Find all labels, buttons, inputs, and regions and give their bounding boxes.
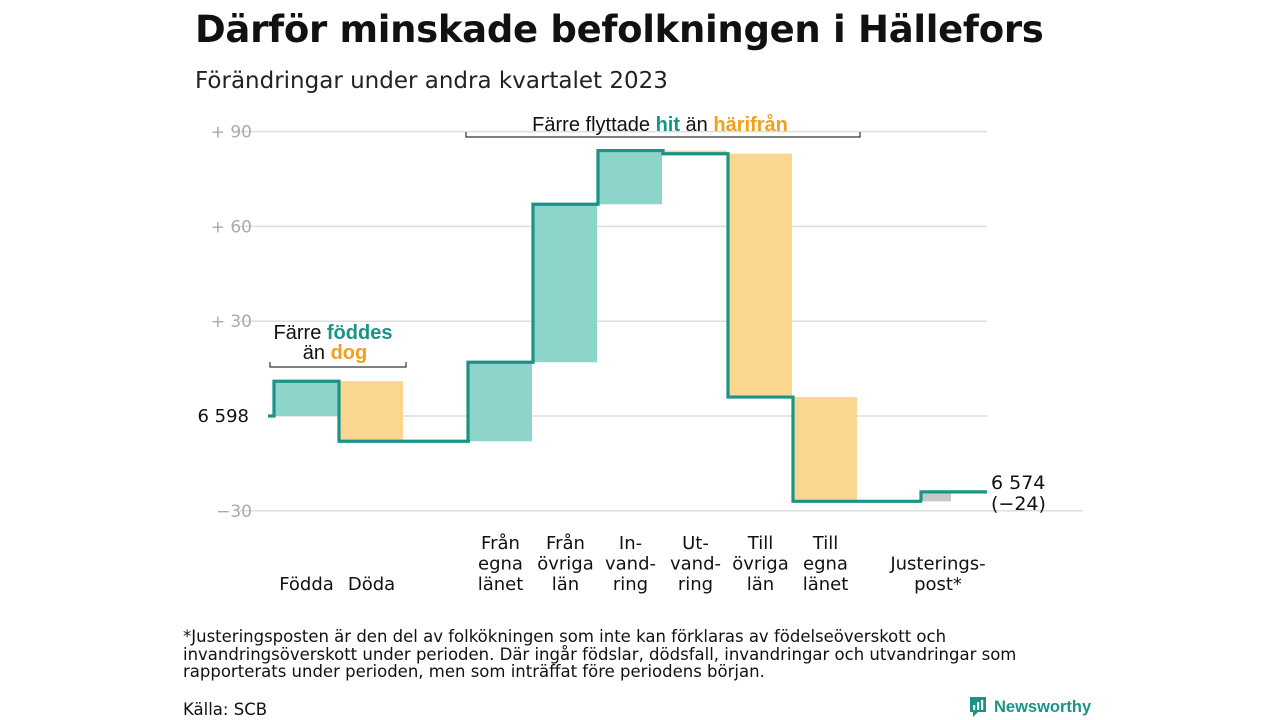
footnote: *Justeringsposten är den del av folkökni… xyxy=(183,627,1017,681)
step-line xyxy=(268,148,987,503)
chart-subtitle: Förändringar under andra kvartalet 2023 xyxy=(195,68,668,94)
annotation-births-bracket xyxy=(269,362,407,368)
start-value-label: 6 598 xyxy=(197,406,249,427)
waterfall-bar xyxy=(598,150,662,205)
category-label: Födda xyxy=(279,574,334,595)
bars-layer xyxy=(274,150,951,502)
waterfall-bar xyxy=(793,397,857,502)
y-tick-label: + 90 xyxy=(211,123,252,143)
waterfall-bar xyxy=(468,362,532,442)
category-label: Justerings-post* xyxy=(889,554,985,596)
y-tick-label: −30 xyxy=(216,502,252,522)
category-label: Ut-vand-ring xyxy=(670,533,721,595)
annotation-migration: Färre flyttade hit än härifrån xyxy=(532,113,788,136)
annotation-migration-bracket xyxy=(465,132,861,138)
waterfall-bar xyxy=(728,153,792,398)
category-label: Från egna länet xyxy=(478,533,524,595)
category-label: Till övriga län xyxy=(732,533,789,595)
category-label: Till egna länet xyxy=(803,533,849,595)
category-label: Från övriga län xyxy=(537,533,594,595)
category-label: Döda xyxy=(348,574,395,595)
brand-logo: Newsworthy xyxy=(968,696,1091,718)
y-tick-label: + 60 xyxy=(211,217,252,237)
brand-name: Newsworthy xyxy=(994,697,1092,716)
y-tick-label: + 30 xyxy=(211,312,252,332)
source-note: Källa: SCB xyxy=(183,700,268,719)
waterfall-chart: + 90 + 60 + 30 −30 6 598 6 574(−24) Födda Döda… xyxy=(197,113,1083,595)
annotation-births-line1: Färre föddes xyxy=(274,322,393,344)
waterfall-bar xyxy=(533,204,597,363)
newsworthy-logo-icon xyxy=(970,697,986,717)
waterfall-bar xyxy=(339,381,403,442)
labels-layer: 6 574(−24) Födda Döda Från egna länet Från övri… xyxy=(279,472,1046,595)
grid-layer: + 90 + 60 + 30 −30 6 598 xyxy=(197,123,1083,522)
end-value-label: 6 574 xyxy=(991,472,1045,494)
chart-title: Därför minskade befolkningen i Hällefors xyxy=(195,8,1044,51)
step-line-layer xyxy=(268,148,987,503)
category-label: In-vand-ring xyxy=(605,533,656,595)
end-change-label: (−24) xyxy=(991,493,1046,515)
waterfall-bar xyxy=(921,491,951,502)
waterfall-bar xyxy=(274,381,338,416)
annotation-births-line2: än dog xyxy=(303,342,367,364)
